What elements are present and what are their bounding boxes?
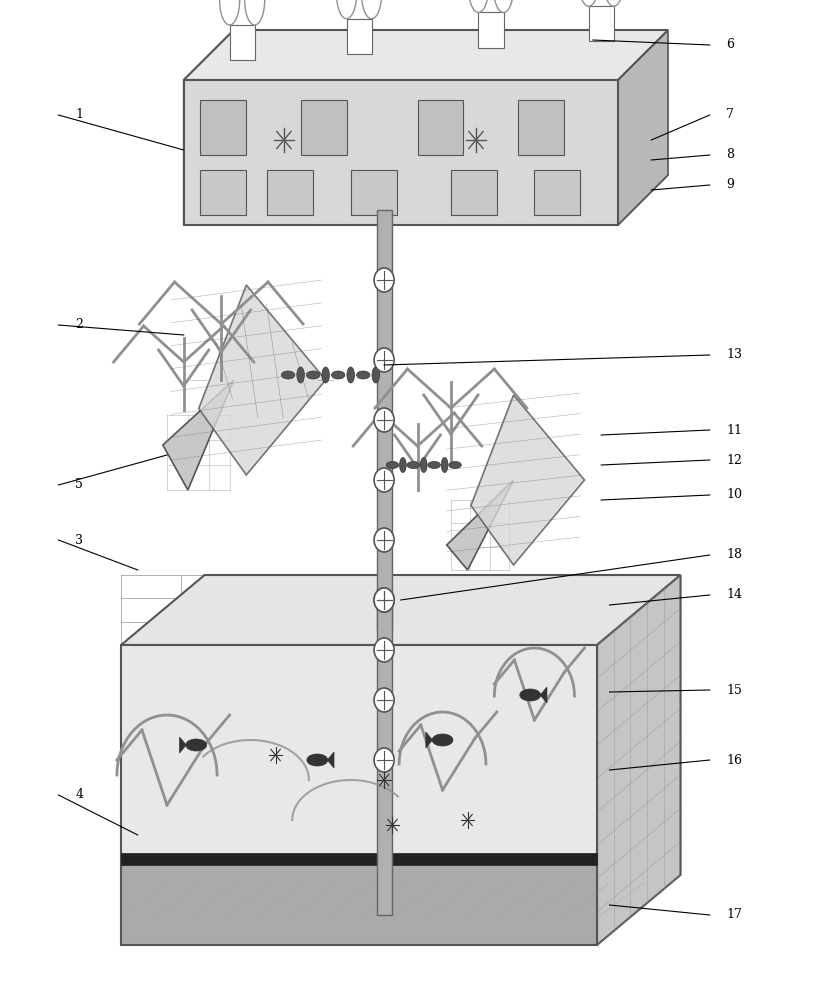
Text: 11: 11 <box>726 424 742 436</box>
Bar <box>518 100 564 155</box>
Ellipse shape <box>387 462 399 468</box>
Ellipse shape <box>433 734 453 746</box>
Circle shape <box>374 588 394 612</box>
Bar <box>121 645 597 855</box>
Bar <box>200 100 246 155</box>
Text: 15: 15 <box>726 684 742 696</box>
Text: 8: 8 <box>726 148 735 161</box>
Bar <box>534 170 580 215</box>
Polygon shape <box>199 285 326 475</box>
Polygon shape <box>327 752 334 768</box>
Polygon shape <box>121 575 681 645</box>
Polygon shape <box>597 575 681 945</box>
Polygon shape <box>471 395 584 565</box>
Polygon shape <box>184 175 668 225</box>
Ellipse shape <box>357 371 370 379</box>
Ellipse shape <box>400 458 407 473</box>
Text: 4: 4 <box>75 788 84 802</box>
Bar <box>230 25 255 60</box>
Text: 7: 7 <box>726 108 734 121</box>
Polygon shape <box>618 30 668 225</box>
Ellipse shape <box>372 367 379 383</box>
Text: 9: 9 <box>726 178 734 192</box>
Circle shape <box>374 528 394 552</box>
Polygon shape <box>447 480 514 570</box>
Bar <box>351 170 397 215</box>
Ellipse shape <box>322 367 329 383</box>
Ellipse shape <box>306 371 320 379</box>
Bar <box>121 853 597 865</box>
Ellipse shape <box>347 367 354 383</box>
Text: 2: 2 <box>75 318 83 332</box>
Ellipse shape <box>331 371 345 379</box>
Ellipse shape <box>428 462 441 468</box>
Polygon shape <box>184 30 668 80</box>
Circle shape <box>374 688 394 712</box>
Bar <box>301 100 347 155</box>
Bar <box>267 170 313 215</box>
Bar <box>478 12 504 47</box>
Ellipse shape <box>307 754 327 766</box>
Text: 6: 6 <box>726 38 735 51</box>
Bar <box>418 100 463 155</box>
Ellipse shape <box>421 458 428 473</box>
Ellipse shape <box>297 367 304 383</box>
Text: 1: 1 <box>75 108 84 121</box>
Bar <box>377 210 392 630</box>
Ellipse shape <box>519 689 541 701</box>
Bar <box>589 6 614 41</box>
Circle shape <box>374 588 394 612</box>
Circle shape <box>374 638 394 662</box>
Text: 3: 3 <box>75 534 84 546</box>
Polygon shape <box>184 30 234 225</box>
Ellipse shape <box>185 739 207 751</box>
Circle shape <box>374 748 394 772</box>
Ellipse shape <box>449 462 462 468</box>
Polygon shape <box>540 687 547 703</box>
Ellipse shape <box>281 371 295 379</box>
Bar <box>200 170 246 215</box>
Polygon shape <box>163 380 234 490</box>
Circle shape <box>374 348 394 372</box>
Text: 17: 17 <box>726 908 742 922</box>
Bar <box>377 595 392 915</box>
Ellipse shape <box>407 462 420 468</box>
Text: 12: 12 <box>726 454 742 466</box>
Bar <box>121 855 597 945</box>
Polygon shape <box>184 80 618 225</box>
Text: 14: 14 <box>726 588 742 601</box>
Circle shape <box>374 408 394 432</box>
Circle shape <box>374 468 394 492</box>
Text: 13: 13 <box>726 349 742 361</box>
Bar <box>451 170 497 215</box>
Text: 18: 18 <box>726 548 742 562</box>
Ellipse shape <box>442 458 448 473</box>
Text: 10: 10 <box>726 488 742 502</box>
Text: 5: 5 <box>75 479 83 491</box>
Text: 16: 16 <box>726 754 742 766</box>
Circle shape <box>374 268 394 292</box>
Polygon shape <box>426 732 433 748</box>
Polygon shape <box>180 737 186 753</box>
Bar <box>347 19 372 54</box>
